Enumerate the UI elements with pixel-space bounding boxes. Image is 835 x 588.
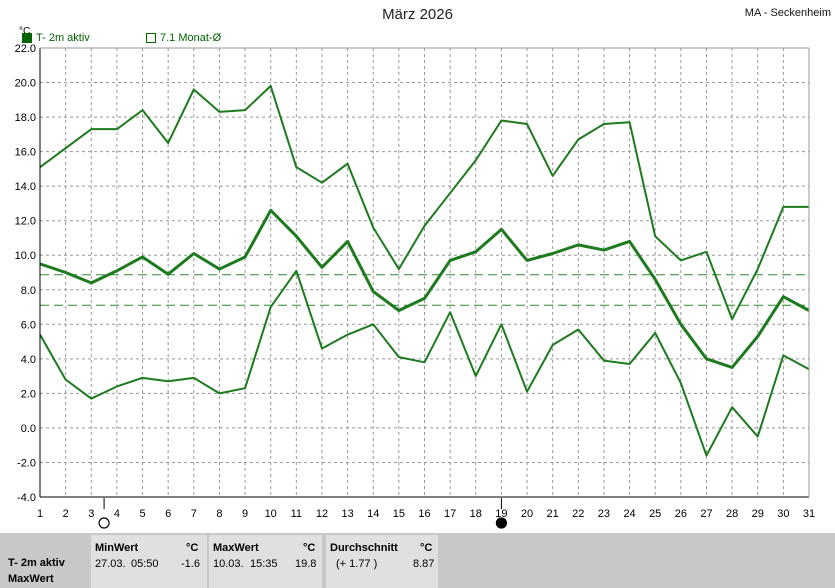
footer-min-cell [91, 535, 207, 588]
footer-row-label-2: MaxWert [8, 573, 54, 585]
max-header: MaxWert [213, 542, 259, 554]
y-tick-label: 10.0 [15, 250, 36, 262]
max-value: 19.8 [295, 558, 317, 570]
y-tick-label: 0.0 [21, 423, 36, 435]
x-tick-label: 30 [777, 508, 789, 520]
y-tick-label: 8.0 [21, 285, 36, 297]
y-axis-unit: °C [19, 26, 31, 37]
moon-full-icon [98, 517, 110, 529]
grid [40, 48, 809, 497]
y-tick-label: -2.0 [17, 457, 36, 469]
x-tick-label: 25 [649, 508, 661, 520]
avg-header: Durchschnitt [330, 542, 398, 554]
axes [39, 47, 810, 498]
min-value: -1.6 [181, 558, 200, 570]
x-tick-label: 11 [291, 508, 302, 520]
y-tick-label: 4.0 [21, 354, 36, 366]
temperature-chart: 22.020.018.016.014.012.010.08.06.04.02.0… [15, 43, 816, 529]
footer-max-cell [209, 535, 322, 588]
y-tick-label: -4.0 [17, 492, 36, 504]
avg-value: 8.87 [413, 558, 435, 570]
legend-label-current: T- 2m aktiv [36, 32, 90, 44]
x-tick-label: 12 [316, 508, 328, 520]
max-unit: °C [303, 542, 316, 554]
x-tick-label: 18 [470, 508, 482, 520]
min-date: 27.03. [95, 558, 126, 570]
chart-title: März 2026 [382, 6, 453, 23]
y-tick-label: 2.0 [21, 388, 36, 400]
x-tick-label: 20 [521, 508, 533, 520]
x-tick-label: 24 [623, 508, 635, 520]
series-line-min [39, 269, 810, 457]
max-time: 15:35 [250, 558, 278, 570]
x-tick-label: 28 [726, 508, 738, 520]
x-tick-label: 14 [367, 508, 379, 520]
moon-markers [98, 498, 507, 529]
x-tick-label: 27 [700, 508, 712, 520]
x-tick-label: 26 [675, 508, 687, 520]
y-tick-label: 14.0 [15, 181, 36, 193]
x-tick-label: 8 [216, 508, 222, 520]
x-tick-label: 4 [114, 508, 120, 520]
x-tick-label: 23 [598, 508, 610, 520]
footer-row-label: T- 2m aktiv [8, 557, 65, 569]
x-tick-label: 7 [191, 508, 197, 520]
x-tick-label: 13 [341, 508, 353, 520]
x-tick-label: 15 [393, 508, 405, 520]
y-tick-label: 22.0 [15, 43, 36, 55]
x-tick-label: 10 [265, 508, 277, 520]
station-name: MA - Seckenheim [744, 7, 831, 19]
x-tick-label: 2 [63, 508, 69, 520]
max-date: 10.03. [213, 558, 244, 570]
series-line-mean [39, 208, 810, 369]
x-tick-label: 19 [495, 508, 507, 520]
series-line-max [39, 84, 809, 321]
x-tick-label: 6 [165, 508, 171, 520]
x-tick-label: 5 [139, 508, 145, 520]
footer-avg-cell [326, 535, 438, 588]
y-tick-label: 16.0 [15, 147, 36, 159]
legend-swatch-open [146, 33, 156, 43]
min-unit: °C [186, 542, 199, 554]
x-tick-label: 9 [242, 508, 248, 520]
y-tick-label: 20.0 [15, 78, 36, 90]
x-tick-label: 31 [803, 508, 815, 520]
x-tick-label: 22 [572, 508, 584, 520]
legend-item-monthly: 7.1 Monat-Ø [146, 32, 221, 44]
x-tick-label: 29 [752, 508, 764, 520]
min-header: MinWert [95, 542, 139, 554]
avg-unit: °C [420, 542, 433, 554]
legend-item-current: T- 2m aktiv [22, 32, 90, 44]
y-tick-label: 12.0 [15, 216, 36, 228]
y-tick-label: 18.0 [15, 112, 36, 124]
series-lines [39, 84, 810, 457]
min-time: 05:50 [131, 558, 159, 570]
y-tick-label: 6.0 [21, 319, 36, 331]
avg-diff: (+ 1.77 ) [336, 558, 378, 570]
x-tick-label: 3 [88, 508, 94, 520]
x-tick-label: 17 [444, 508, 456, 520]
x-tick-label: 1 [37, 508, 43, 520]
x-tick-label: 16 [418, 508, 430, 520]
legend-swatch-filled [22, 33, 32, 43]
x-tick-label: 21 [547, 508, 559, 520]
legend-label-monthly: 7.1 Monat-Ø [160, 32, 222, 44]
tick-labels: 22.020.018.016.014.012.010.08.06.04.02.0… [15, 43, 816, 520]
moon-new-icon [495, 517, 507, 529]
